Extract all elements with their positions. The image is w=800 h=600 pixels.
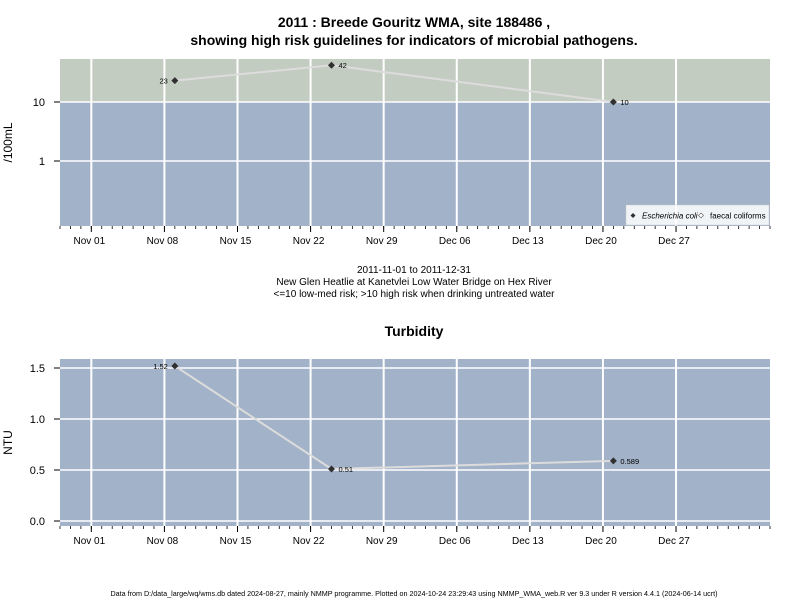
x-tick-label: Nov 29	[366, 236, 398, 247]
data-point	[327, 465, 335, 473]
y-tick-label: 0.0	[30, 516, 45, 528]
legend-marker-faecal	[698, 212, 704, 219]
data-label: 42	[338, 61, 346, 70]
plot-background	[60, 359, 770, 526]
data-point	[609, 457, 617, 465]
y-tick-label: 1.0	[30, 414, 45, 426]
chart-title-line1: 2011 : Breede Gouritz WMA, site 188486 ,	[278, 14, 550, 30]
microbial-panel: Nov 01 Nov 08 Nov 15 Nov 22 Nov 29 Dec 06 Dec …	[1, 59, 771, 247]
x-tick-label: Dec 20	[585, 236, 617, 247]
data-label: 10	[620, 98, 628, 107]
info-line-1: 2011-11-01 to 2011-12-31	[357, 265, 471, 276]
info-line-3: <=10 low-med risk; >10 high risk when dr…	[274, 289, 556, 300]
chart-title-line2: showing high risk guidelines for indicat…	[190, 32, 637, 48]
data-point	[171, 77, 179, 85]
legend-entry-ecoli: Escherichia coli	[642, 212, 698, 221]
x-tick-label: Nov 01	[73, 536, 105, 547]
data-point	[609, 98, 617, 106]
x-tick-label: Nov 08	[147, 236, 179, 247]
data-label: 1.52	[153, 362, 168, 371]
data-label: 23	[160, 77, 168, 86]
x-tick-label: Dec 27	[658, 236, 690, 247]
y-tick-label: 1	[39, 156, 45, 168]
x-tick-label: Dec 20	[585, 536, 617, 547]
turbidity-title: Turbidity	[385, 323, 444, 339]
x-tick-label: Dec 27	[658, 536, 690, 547]
x-tick-label: Nov 15	[220, 236, 252, 247]
y-axis-label: NTU	[1, 430, 15, 455]
data-point	[171, 362, 179, 370]
info-line-2: New Glen Heatlie at Kanetvlei Low Water …	[276, 277, 552, 288]
x-tick-label: Dec 06	[439, 536, 471, 547]
footer-note: Data from D:/data_large/wq/wms.db dated …	[110, 589, 717, 598]
y-axis-label: /100mL	[1, 122, 15, 162]
legend-box	[625, 204, 770, 226]
x-tick-label: Dec 06	[439, 236, 471, 247]
legend-entry-faecal: faecal coliforms	[710, 212, 766, 221]
y-tick-label: 1.5	[30, 363, 45, 375]
y-tick-label: 0.5	[30, 465, 45, 477]
x-tick-label: Nov 15	[220, 536, 252, 547]
turbidity-panel: Nov 01 Nov 08 Nov 15 Nov 22 Nov 29 Dec 06 Dec …	[1, 359, 771, 547]
legend-marker-ecoli	[630, 213, 636, 218]
x-tick-label: Nov 22	[293, 236, 325, 247]
y-tick-label: 10	[33, 97, 45, 109]
data-label: 0.589	[620, 457, 639, 466]
data-label: 0.51	[338, 465, 353, 474]
x-tick-label: Dec 13	[512, 536, 544, 547]
x-tick-label: Dec 13	[512, 236, 544, 247]
x-tick-label: Nov 29	[366, 536, 398, 547]
x-tick-label: Nov 22	[293, 536, 325, 547]
data-point	[327, 61, 335, 69]
x-tick-label: Nov 01	[73, 236, 105, 247]
x-tick-label: Nov 08	[147, 536, 179, 547]
